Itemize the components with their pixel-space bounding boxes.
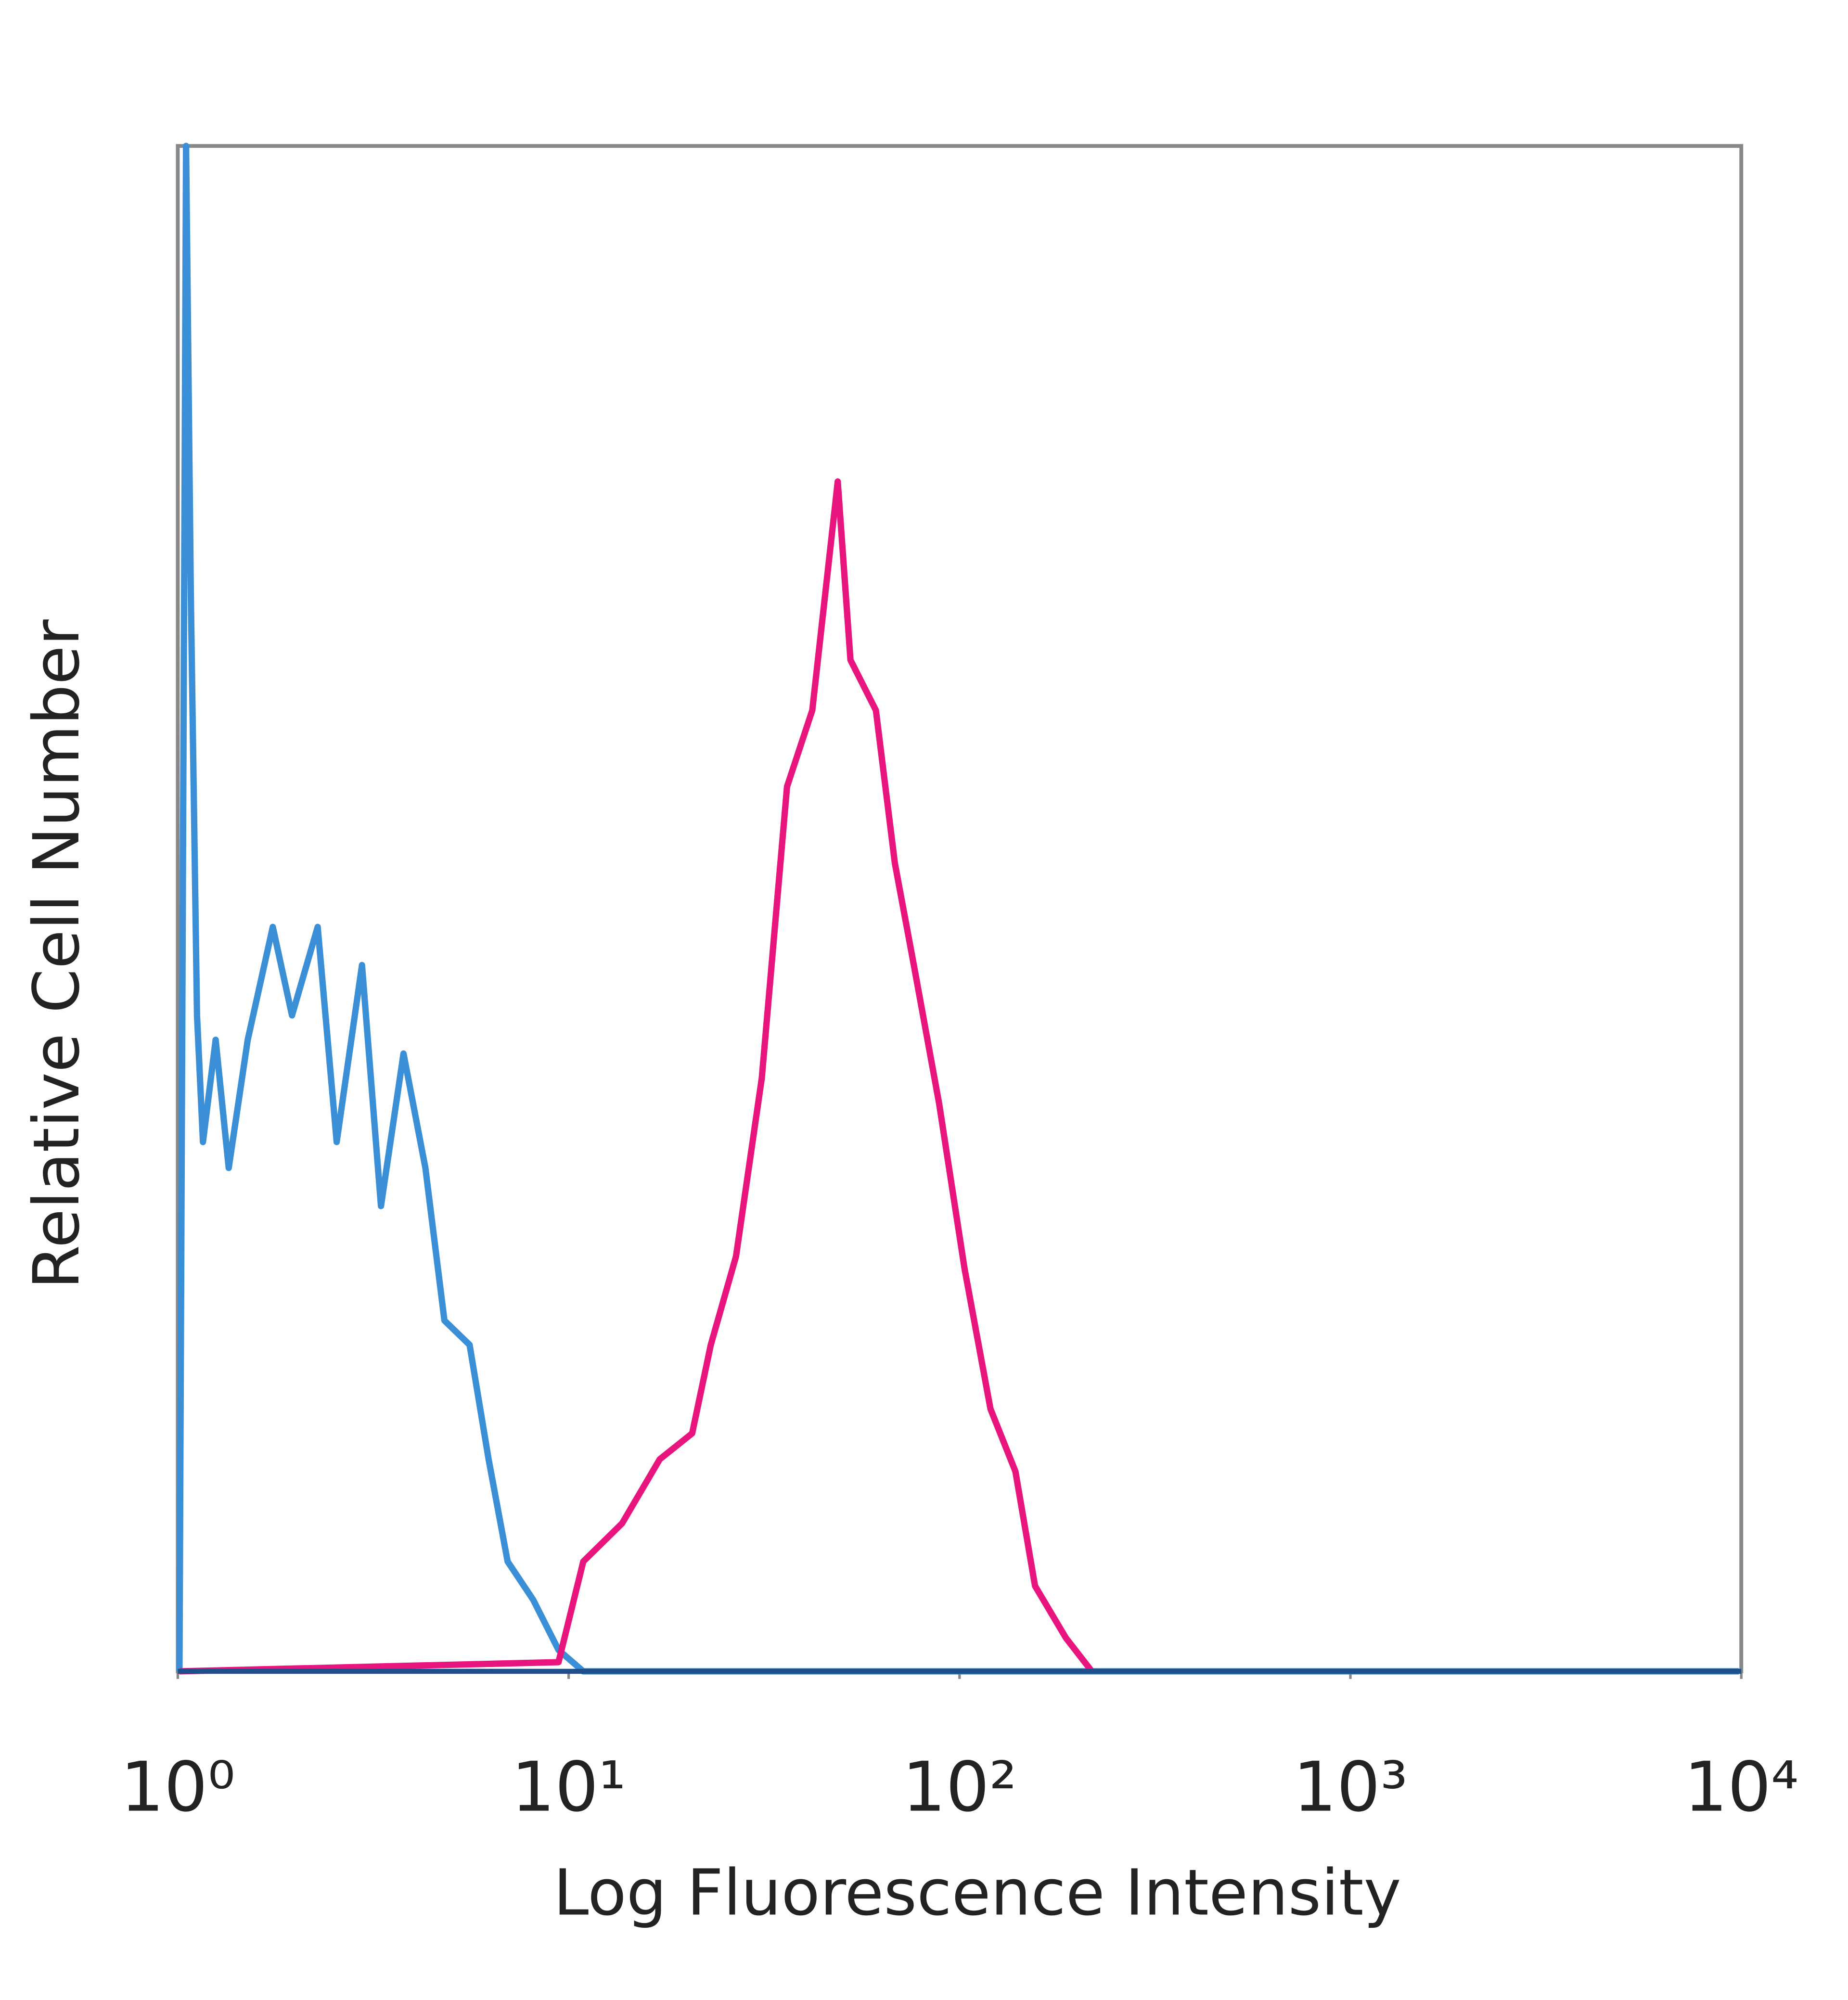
x-tick-label: 10³ [1293, 1747, 1408, 1827]
x-tick-label: 10⁴ [1684, 1747, 1798, 1827]
plot-frame [176, 144, 1744, 1673]
series-line [176, 142, 1739, 1675]
x-tick-label: 10¹ [511, 1747, 626, 1827]
x-tick-label: 10⁰ [120, 1747, 235, 1827]
y-axis-title: Relative Cell Number [20, 619, 94, 1289]
x-tick-label: 10² [902, 1747, 1017, 1827]
series-line [179, 478, 1094, 1675]
x-axis-title: Log Fluorescence Intensity [553, 1857, 1401, 1930]
